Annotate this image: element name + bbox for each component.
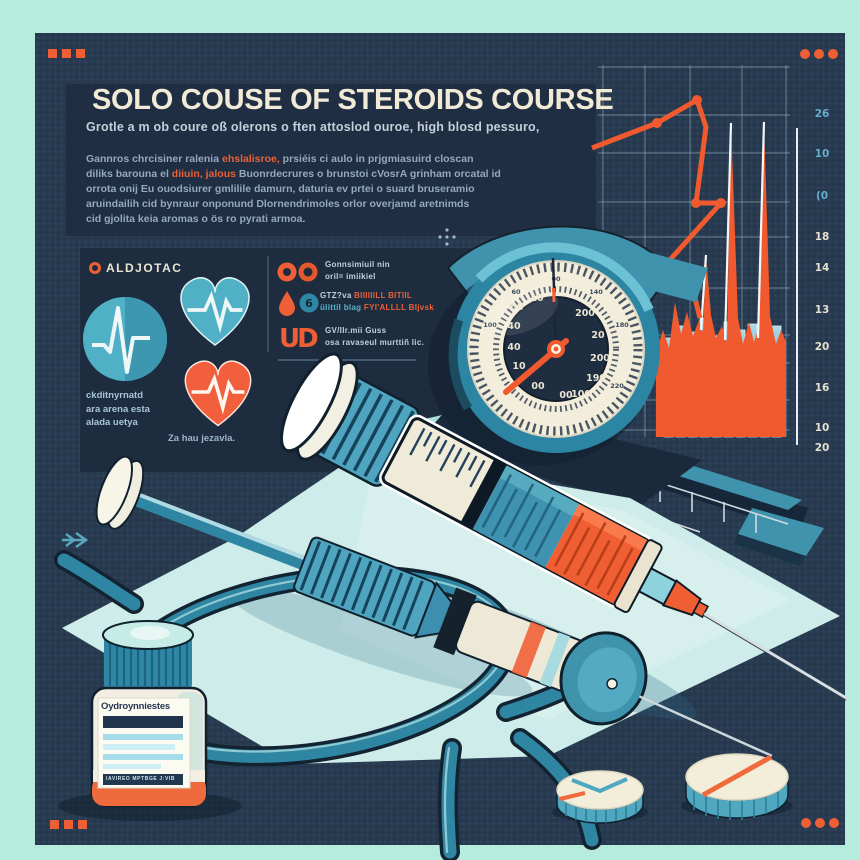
chart-axis-labels: 26 10 (0 18 14 13 20 16 10 20 [815, 108, 830, 454]
axis-label: 18 [815, 231, 830, 243]
ring-number: 180 [615, 321, 629, 329]
corner-marks-top-left [48, 49, 85, 58]
blood-pressure-gauge: 100 60 00 140 180 220 10 00 40 40 10 00 … [428, 242, 660, 465]
title-panel [66, 84, 596, 236]
ring-number: 00 [551, 275, 561, 283]
gauge-number: 00 [559, 390, 573, 401]
ring-number: 220 [610, 382, 624, 390]
gauge-number: 40 [507, 321, 521, 332]
droplet-icon [279, 291, 295, 316]
ring-number: 140 [589, 288, 603, 296]
gauge-number: 40 [507, 342, 521, 353]
corner-marks-bottom-left [50, 820, 87, 829]
needle-hub [661, 579, 702, 617]
double-circle-icon [277, 262, 318, 282]
scale-marks [409, 427, 486, 488]
axis-label: 13 [815, 304, 830, 316]
plus-dots-decoration [438, 228, 456, 246]
gauge-rim-shade [448, 318, 472, 411]
plunger-rod [130, 491, 313, 573]
arrow-doodle-icon [62, 531, 89, 549]
axis-label: 20 [815, 442, 830, 454]
axis-label: 10 [815, 422, 830, 434]
axis-label: 14 [815, 262, 830, 274]
axis-label: 10 [815, 148, 830, 160]
gauge-number: 10 [530, 293, 544, 304]
benefits-list-icons: 6 UD [267, 256, 416, 361]
corner-marks-bottom-right [801, 818, 839, 828]
gauge-ring-numbers: 100 60 00 140 180 220 [483, 275, 629, 390]
gauge-needle-thin-tip [552, 287, 556, 303]
needle [703, 612, 848, 700]
label-bar [103, 716, 183, 728]
ud-ligature-icon: UD [279, 324, 318, 354]
axis-label: (0 [816, 190, 828, 202]
axis-label: 16 [815, 382, 830, 394]
gauge-number: 00 [531, 381, 545, 392]
needle [638, 695, 773, 757]
bottle-label [97, 697, 191, 789]
pill-bottle [58, 620, 242, 821]
corner-marks-top-right [800, 49, 838, 59]
dark-band [433, 587, 477, 656]
syringe-secondary [95, 455, 773, 757]
table-sheet [340, 470, 792, 720]
gauge-number: 100 [571, 389, 591, 400]
tablet-small [552, 770, 648, 824]
teal-heart-icon [180, 277, 250, 346]
axis-label: 20 [815, 341, 830, 353]
gauge-ticks-inner [493, 286, 619, 412]
gauge-inner-numbers: 10 00 40 40 10 00 00 200 20 200 190 100 [507, 293, 610, 401]
gauge-number: 20 [591, 330, 605, 341]
syringe-main [279, 352, 848, 701]
teal-circle-six-icon: 6 [299, 293, 319, 313]
label-footer-bar [103, 774, 183, 785]
orange-heart-icon [184, 360, 252, 427]
syringe-shadow-2 [227, 587, 533, 697]
gauge-needle-thin [551, 257, 558, 350]
gauge-ticks-outer [469, 262, 643, 436]
gauge-number: 190 [586, 373, 606, 384]
ring-number: 60 [511, 288, 521, 296]
gauge-number: 10 [512, 361, 526, 372]
gauge-number: 200 [575, 308, 595, 319]
header-ring-icon [89, 262, 101, 274]
six-glyph: 6 [305, 297, 313, 310]
gauge-number: 200 [590, 353, 610, 364]
ring-number: 100 [483, 321, 497, 329]
axis-label: 26 [815, 108, 830, 120]
gauge-number: 00 [510, 302, 524, 313]
tablet-large [681, 753, 793, 820]
ecg-circle-icon [83, 297, 167, 381]
chart-area-spikes [656, 122, 786, 437]
gauge-rim-highlight [475, 242, 654, 312]
